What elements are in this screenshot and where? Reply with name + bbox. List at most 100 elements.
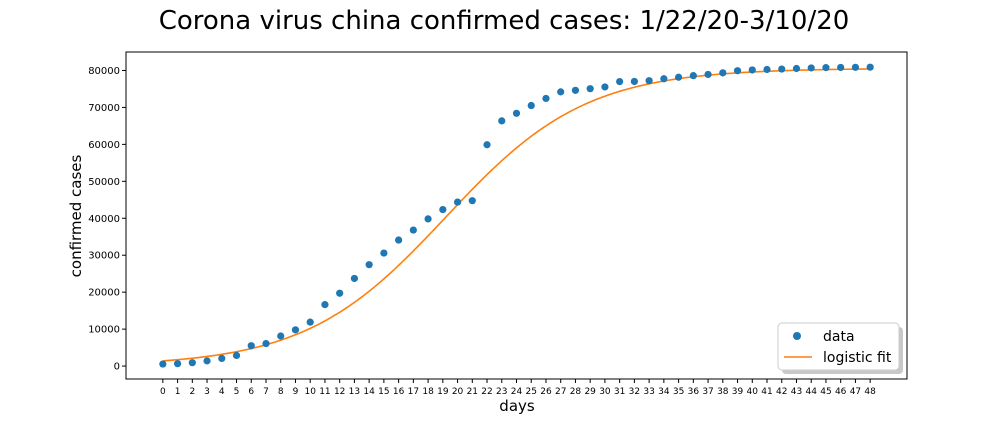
data-point [674, 73, 683, 81]
data-point [719, 69, 727, 77]
data-point [247, 342, 255, 350]
legend-marker-data [793, 332, 801, 340]
data-point [601, 83, 609, 91]
y-tick-label: 50000 [88, 177, 120, 188]
data-point [483, 141, 491, 149]
x-tick-label: 27 [555, 387, 566, 397]
x-tick-label: 23 [496, 387, 507, 397]
x-tick-label: 2 [189, 387, 195, 397]
data-point [203, 357, 211, 365]
y-tick-label: 60000 [88, 140, 120, 151]
data-point [837, 63, 845, 72]
data-point [645, 77, 653, 85]
x-tick-label: 0 [160, 387, 166, 397]
x-tick-label: 38 [717, 387, 729, 397]
legend-box [777, 322, 900, 371]
x-tick-label: 20 [452, 387, 464, 397]
data-point [792, 64, 801, 73]
x-tick-label: 24 [511, 387, 523, 397]
x-tick-label: 13 [349, 387, 360, 397]
x-tick-label: 36 [688, 387, 700, 397]
data-point [306, 318, 314, 326]
data-point [527, 101, 535, 110]
data-point [748, 66, 756, 74]
y-tick-label: 40000 [88, 214, 120, 225]
x-tick-label: 26 [540, 387, 552, 397]
data-point [409, 226, 417, 234]
x-tick-label: 9 [293, 387, 299, 397]
data-point [512, 109, 521, 117]
legend-label-fit: logistic fit [823, 350, 892, 366]
legend-label-data: data [823, 329, 855, 345]
data-point [557, 88, 565, 96]
data-point [159, 360, 167, 368]
x-tick-label: 33 [643, 387, 654, 397]
data-point [704, 70, 712, 79]
x-tick-label: 4 [219, 387, 225, 397]
data-point [498, 117, 506, 125]
x-tick-label: 34 [658, 387, 670, 397]
data-point [689, 72, 697, 80]
y-tick-label: 30000 [88, 251, 120, 262]
legend: data logistic fit [777, 322, 903, 374]
data-point [616, 77, 624, 86]
data-point [336, 289, 344, 297]
x-tick-label: 37 [702, 387, 713, 397]
y-tick-label: 10000 [88, 325, 120, 336]
data-point [218, 354, 226, 363]
data-point [733, 67, 742, 75]
data-point [630, 77, 638, 86]
data-point [395, 236, 403, 244]
x-tick-label: 10 [304, 387, 316, 397]
x-tick-label: 3 [204, 387, 210, 397]
x-tick-label: 15 [378, 387, 389, 397]
data-point [763, 65, 771, 74]
data-point [424, 215, 432, 223]
y-tick-label: 80000 [88, 66, 120, 77]
y-tick-label: 70000 [88, 103, 120, 114]
x-tick-label: 42 [776, 387, 787, 397]
x-tick-label: 46 [835, 387, 847, 397]
x-tick-label: 21 [467, 387, 478, 397]
data-point [439, 205, 447, 214]
x-axis-ticks: 0 1 2 3 4 5 6 7 8 9 10 11 12 13 14 15 16 17 18 19 20 21 22 23 24… [160, 379, 876, 397]
x-tick-label: 11 [319, 387, 330, 397]
data-point [350, 274, 359, 283]
data-point [262, 339, 270, 348]
x-tick-label: 28 [570, 387, 582, 397]
x-tick-label: 47 [850, 387, 861, 397]
x-tick-label: 1 [175, 387, 181, 397]
x-tick-label: 44 [805, 387, 817, 397]
x-tick-label: 14 [363, 387, 375, 397]
data-point [468, 197, 476, 205]
x-tick-label: 6 [248, 387, 254, 397]
data-point [851, 63, 860, 71]
x-tick-label: 12 [334, 387, 345, 397]
x-tick-label: 45 [820, 387, 831, 397]
x-tick-label: 40 [747, 387, 759, 397]
plot-area [125, 51, 908, 380]
x-tick-label: 19 [437, 387, 449, 397]
x-tick-label: 30 [599, 387, 611, 397]
x-tick-label: 22 [481, 387, 492, 397]
data-points-layer [159, 63, 874, 368]
y-axis-label: confirmed cases [67, 154, 85, 277]
x-axis-label: days [499, 397, 535, 415]
data-point [778, 65, 786, 73]
data-point [542, 94, 550, 103]
y-axis-ticks: 0 10000 20000 30000 40000 50000 60000 70000 8000… [88, 66, 126, 373]
y-tick-label: 0 [114, 362, 120, 373]
x-tick-label: 18 [422, 387, 434, 397]
y-tick-label: 20000 [88, 288, 120, 299]
x-tick-label: 8 [278, 387, 284, 397]
data-point [365, 261, 373, 269]
data-point [380, 249, 388, 257]
data-point [807, 64, 815, 72]
data-point [866, 63, 874, 71]
x-tick-label: 35 [673, 387, 684, 397]
data-point [173, 360, 182, 368]
x-tick-label: 43 [791, 387, 802, 397]
x-tick-label: 41 [761, 387, 772, 397]
data-point [321, 301, 329, 309]
